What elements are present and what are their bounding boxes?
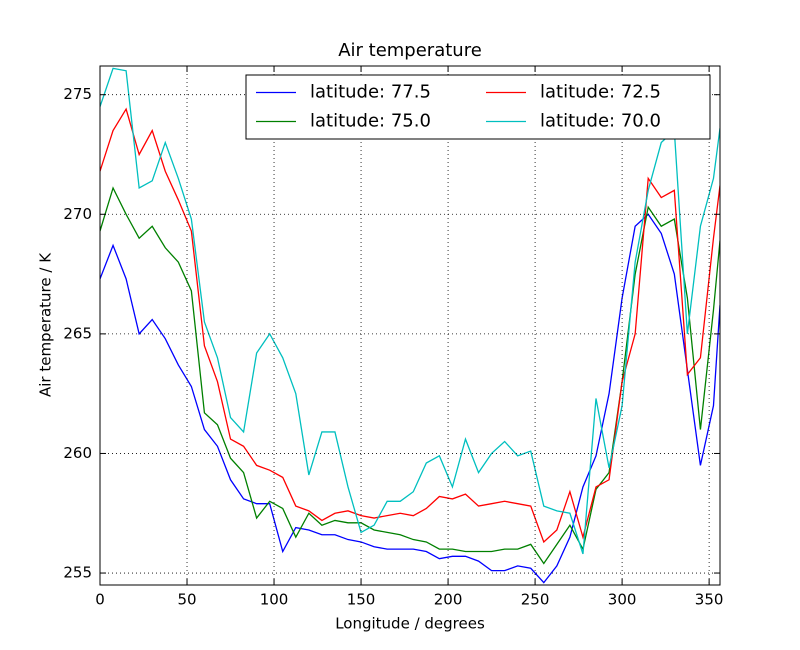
plot-lines — [100, 67, 720, 584]
plot-frame — [99, 65, 721, 586]
x-tick-label: 250 — [521, 591, 550, 609]
x-tick-label: 50 — [177, 591, 196, 609]
x-axis-label: Longitude / degrees — [335, 615, 485, 633]
legend-label: latitude: 70.0 — [540, 111, 661, 132]
y-tick-label: 260 — [63, 444, 92, 462]
y-tick-label: 265 — [63, 324, 92, 342]
y-tick-label: 255 — [63, 564, 92, 582]
y-axis-label: Air temperature / K — [37, 252, 55, 397]
legend-label: latitude: 75.0 — [310, 111, 431, 132]
x-tick-label: 0 — [95, 591, 105, 609]
x-tick-label: 350 — [695, 591, 724, 609]
x-tick-label: 200 — [434, 591, 463, 609]
legend-box — [245, 74, 711, 140]
x-tick-label: 300 — [608, 591, 637, 609]
data-line — [100, 107, 720, 544]
y-tick-label: 275 — [63, 85, 92, 103]
x-tick-label: 150 — [347, 591, 376, 609]
x-tick-label: 100 — [260, 591, 289, 609]
y-tick-label: 270 — [63, 205, 92, 223]
legend-label: latitude: 72.5 — [540, 82, 661, 103]
chart-title: Air temperature — [338, 40, 482, 61]
data-line — [100, 213, 720, 584]
data-line — [100, 67, 720, 555]
legend-label: latitude: 77.5 — [310, 82, 431, 103]
